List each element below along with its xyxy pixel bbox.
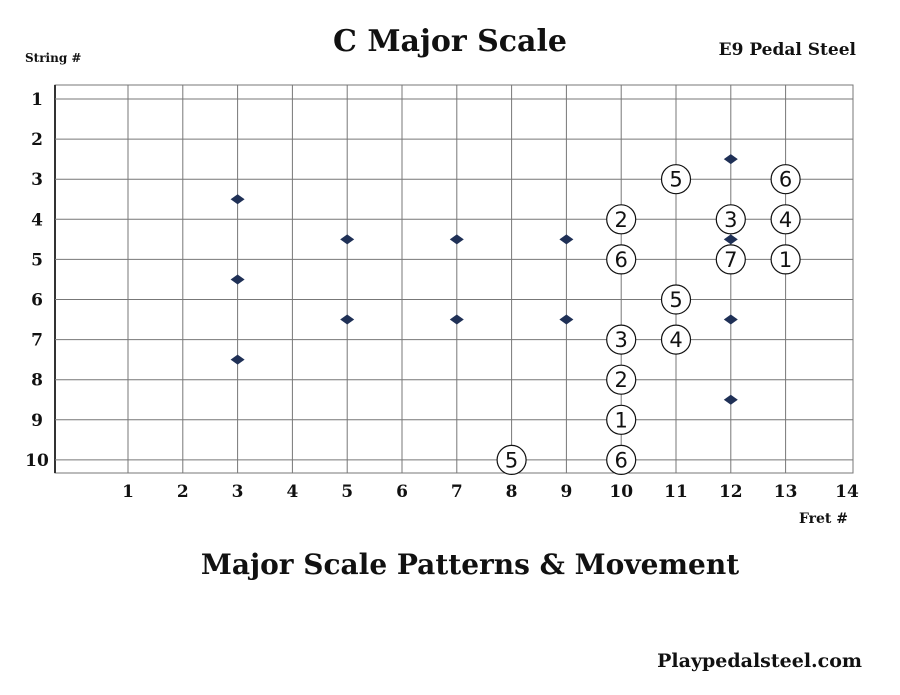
site-credit: Playpedalsteel.com — [657, 650, 862, 672]
string-tick-label: 8 — [31, 371, 43, 391]
string-tick-label: 10 — [25, 451, 49, 471]
fret-tick-label: 7 — [451, 482, 463, 502]
position-marker-diamond — [340, 314, 355, 325]
position-marker-diamond — [559, 314, 574, 325]
scale-degree-label: 3 — [615, 328, 628, 352]
scale-note: 7 — [715, 244, 746, 275]
scale-note: 6 — [606, 444, 637, 475]
scale-degree-label: 4 — [669, 328, 682, 352]
scale-note-circle — [606, 324, 637, 355]
scale-degree-label: 6 — [615, 248, 628, 272]
position-marker-diamond — [723, 394, 738, 405]
fret-tick-label: 12 — [719, 482, 743, 502]
scale-note-circle — [606, 364, 637, 395]
fret-tick-label: 4 — [286, 482, 298, 502]
fretboard-grid — [54, 84, 854, 474]
scale-degree-label: 5 — [669, 168, 682, 192]
position-marker-diamond — [723, 314, 738, 325]
fret-tick-label: 8 — [506, 482, 518, 502]
position-marker-diamond — [449, 234, 464, 245]
scale-degree-label: 3 — [724, 208, 737, 232]
scale-note-circle — [606, 444, 637, 475]
scale-degree-label: 5 — [669, 288, 682, 312]
fret-tick-label: 9 — [560, 482, 572, 502]
scale-note-circle — [606, 244, 637, 275]
string-tick-label: 5 — [31, 250, 43, 270]
scale-note-circle — [606, 404, 637, 435]
scale-note: 2 — [606, 364, 637, 395]
scale-note-circle — [770, 244, 801, 275]
scale-note-circle — [496, 444, 527, 475]
fret-tick-label: 5 — [341, 482, 353, 502]
fret-tick-label: 14 — [835, 482, 859, 502]
position-marker-diamond — [723, 234, 738, 245]
scale-degree-label: 6 — [615, 448, 628, 472]
scale-note-circle — [660, 164, 692, 195]
string-axis-label: String # — [25, 51, 82, 65]
fret-tick-label: 2 — [177, 482, 189, 502]
string-tick-label: 9 — [31, 411, 43, 431]
string-tick-label: 4 — [31, 210, 43, 230]
scale-note: 6 — [606, 244, 637, 275]
position-marker-diamond — [340, 234, 355, 245]
fret-tick-label: 11 — [664, 482, 688, 502]
scale-degree-label: 1 — [779, 248, 792, 272]
position-marker-diamond — [230, 194, 245, 205]
position-marker-diamond — [449, 314, 464, 325]
position-marker-diamond — [559, 234, 574, 245]
scale-degree-label: 2 — [615, 368, 628, 392]
scale-note: 5 — [496, 444, 527, 475]
diagram-subtitle: Major Scale Patterns & Movement — [200, 548, 740, 581]
scale-note: 2 — [606, 204, 637, 235]
scale-note: 3 — [606, 324, 637, 355]
fret-tick-label: 3 — [232, 482, 244, 502]
string-tick-label: 3 — [31, 170, 43, 190]
page-title: C Major Scale — [333, 24, 567, 59]
scale-degree-label: 2 — [615, 208, 628, 232]
fret-axis-label: Fret # — [798, 511, 848, 527]
scale-degree-label: 1 — [615, 408, 628, 432]
scale-note: 4 — [770, 204, 801, 235]
scale-note-circle — [715, 204, 746, 235]
scale-degree-label: 4 — [779, 208, 792, 232]
scale-note: 5 — [660, 284, 692, 315]
scale-note: 1 — [770, 244, 801, 275]
scale-degree-label: 6 — [779, 168, 792, 192]
fret-tick-label: 10 — [609, 482, 633, 502]
scale-note: 1 — [606, 404, 637, 435]
instrument-label: E9 Pedal Steel — [718, 40, 856, 60]
string-tick-label: 7 — [31, 331, 43, 351]
fret-tick-label: 13 — [774, 482, 798, 502]
scale-note-circle — [606, 204, 637, 235]
string-tick-label: 1 — [31, 90, 43, 110]
scale-notes: 5 6 2 3 4 6 7 1 5 3 4 2 1 5 6 — [496, 164, 801, 475]
scale-degree-label: 7 — [724, 248, 737, 272]
scale-note: 4 — [660, 324, 692, 355]
fret-tick-label: 1 — [122, 482, 134, 502]
position-marker-diamond — [723, 154, 738, 165]
fretboard-border — [54, 84, 854, 474]
scale-note-circle — [770, 204, 801, 235]
position-marker-diamond — [230, 354, 245, 365]
scale-degree-label: 5 — [505, 448, 518, 472]
position-marker-diamond — [230, 274, 245, 285]
scale-note-circle — [770, 164, 801, 195]
scale-note-circle — [715, 244, 746, 275]
scale-note: 6 — [770, 164, 801, 195]
string-tick-label: 2 — [31, 130, 43, 150]
scale-note: 5 — [660, 164, 692, 195]
scale-note-circle — [660, 284, 692, 315]
scale-note-circle — [660, 324, 692, 355]
position-markers — [230, 154, 738, 405]
string-tick-label: 6 — [31, 291, 43, 311]
fret-tick-label: 6 — [396, 482, 408, 502]
scale-note: 3 — [715, 204, 746, 235]
